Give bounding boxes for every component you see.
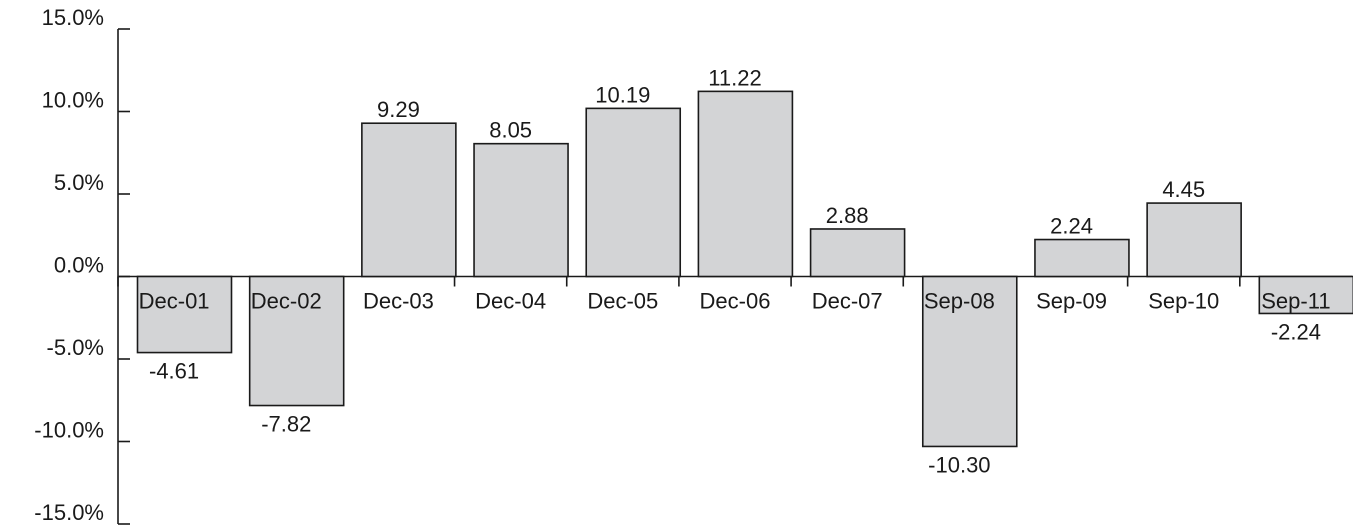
x-tick-label: Dec-03: [363, 289, 434, 314]
data-label: 11.22: [708, 65, 761, 90]
x-tick-label: Dec-02: [251, 289, 322, 314]
y-axis-ticks: 15.0% 10.0% 5.0% 0.0% -5.0% -10.0% -15.0%: [34, 5, 130, 525]
data-label: -10.30: [928, 452, 990, 477]
bar-sep-08: [921, 275, 1018, 448]
bar-sep-10: [1146, 202, 1242, 278]
bar-dec-01: [136, 275, 233, 354]
x-tick-label: Sep-11: [1261, 289, 1330, 314]
data-label: 8.05: [489, 118, 532, 143]
data-label: 4.45: [1162, 177, 1205, 202]
x-tick-label: Sep-10: [1148, 289, 1219, 314]
bar-dec-02: [248, 275, 345, 407]
bar-dec-03: [361, 122, 457, 278]
data-label: -7.82: [261, 412, 311, 437]
y-tick-label: -5.0%: [47, 335, 104, 360]
y-tick-label: 0.0%: [54, 253, 104, 278]
x-tick-label: Sep-08: [924, 289, 995, 314]
bar-sep-11: [1258, 275, 1353, 315]
data-label: -4.61: [149, 359, 199, 384]
bar-dec-04: [473, 142, 569, 278]
data-label: 2.88: [826, 203, 869, 228]
y-tick-label: -10.0%: [34, 418, 104, 443]
data-labels: -4.61 -7.82 9.29 8.05 10.19 11.22 2.88 -10.30 2.…: [149, 65, 1321, 477]
bar-dec-06: [697, 90, 794, 278]
chart-bars: [136, 90, 1353, 448]
y-tick-label: -15.0%: [34, 500, 104, 525]
y-tick-label: 10.0%: [42, 88, 104, 113]
x-tick-label: Dec-04: [475, 289, 546, 314]
bar-sep-09: [1034, 238, 1130, 278]
x-tick-label: Dec-07: [812, 289, 883, 314]
x-tick-label: Sep-09: [1036, 289, 1107, 314]
y-tick-label: 15.0%: [42, 5, 104, 30]
bar-dec-07: [809, 228, 906, 278]
data-label: -2.24: [1271, 319, 1321, 344]
x-tick-label: Dec-01: [139, 289, 210, 314]
x-axis-labels: Dec-01 Dec-02 Dec-03 Dec-04 Dec-05 Dec-06 Dec-…: [139, 289, 1331, 314]
x-tick-label: Dec-05: [587, 289, 658, 314]
y-tick-label: 5.0%: [54, 170, 104, 195]
data-label: 9.29: [377, 97, 420, 122]
bar-dec-05: [585, 107, 682, 278]
data-label: 10.19: [595, 82, 650, 107]
x-tick-label: Dec-06: [700, 289, 771, 314]
data-label: 2.24: [1050, 214, 1093, 239]
